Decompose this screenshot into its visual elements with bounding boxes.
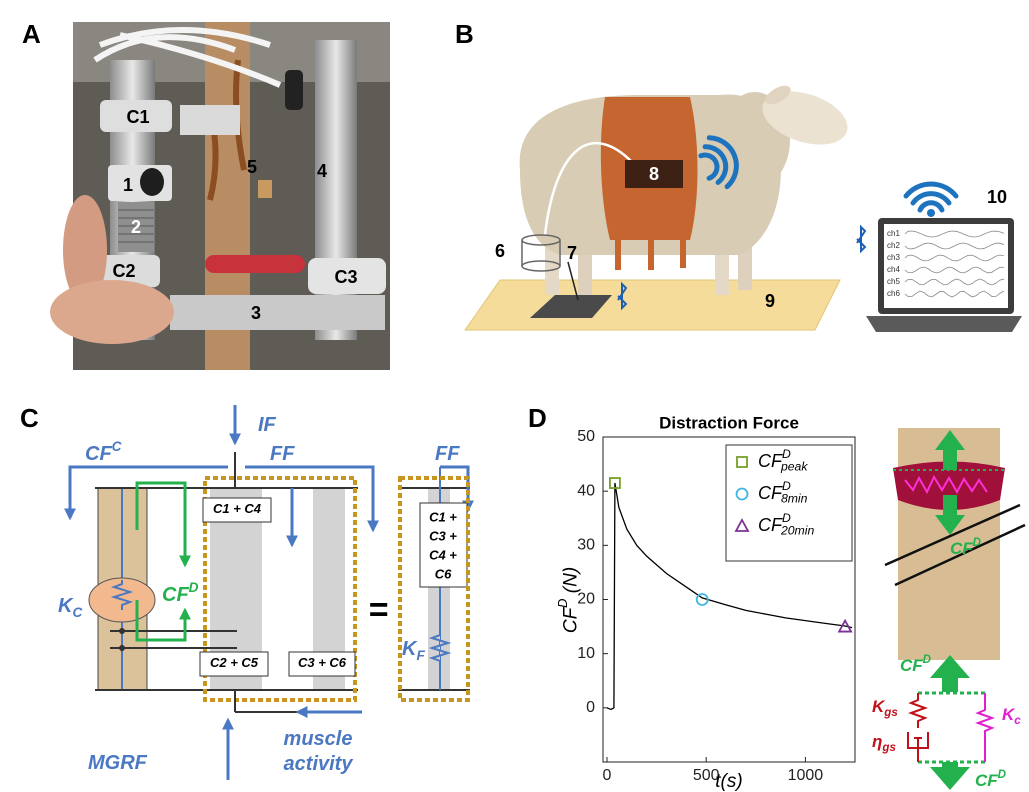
- model-label: FF: [270, 443, 295, 465]
- model-label: muscle: [284, 728, 353, 750]
- model-label: =: [368, 591, 388, 629]
- model-label: C3 + C6: [298, 655, 347, 670]
- photo-label: 3: [251, 303, 261, 323]
- stack-box-line: C1 +: [429, 509, 457, 524]
- x-axis-label-part: t(s): [715, 771, 742, 792]
- channel-label: ch2: [887, 241, 900, 250]
- photo-label: 4: [317, 161, 327, 181]
- model-label-part: D: [189, 580, 199, 595]
- x-axis-label: t(s): [715, 771, 742, 792]
- legend-label-part: CF: [758, 515, 783, 535]
- legend-label-part: peak: [780, 460, 808, 474]
- bone-label-part: D: [973, 537, 982, 549]
- legend-label-part: 20min: [780, 524, 815, 538]
- model-label: MGRF: [88, 752, 148, 774]
- model-label-part: muscle: [284, 728, 353, 750]
- y-axis-label-part: D: [555, 599, 570, 608]
- model-label-part: C1 + C4: [213, 501, 262, 516]
- model-label-part: MGRF: [88, 752, 148, 774]
- model-label-part: C3 + C6: [298, 655, 347, 670]
- model-label: IF: [258, 414, 277, 436]
- model-label-part: F: [416, 648, 425, 663]
- channel-label: ch3: [887, 253, 900, 262]
- stack-box-line: C6: [435, 566, 452, 581]
- photo-label: 1: [123, 175, 133, 195]
- model-label-part: C: [112, 439, 122, 454]
- stack-box-line: C4 +: [429, 547, 457, 562]
- model-label-part: FF: [270, 443, 295, 465]
- model-label: KC: [58, 595, 82, 619]
- bone-label-part: gs: [883, 707, 898, 719]
- panel-label: B: [455, 19, 474, 49]
- bone-label: CFD: [975, 769, 1007, 790]
- sheep-label: 9: [765, 291, 775, 311]
- x-tick-label: 1000: [788, 767, 824, 784]
- y-tick-label: 40: [577, 482, 595, 499]
- model-label-part: C2 + C5: [210, 655, 259, 670]
- photo-label: 5: [247, 157, 257, 177]
- legend-label-part: CF: [758, 483, 783, 503]
- sheep-label: 10: [987, 187, 1007, 207]
- bone-label: Kc: [1002, 705, 1021, 727]
- model-label: CFC: [85, 439, 122, 466]
- bone-label: CFD: [900, 654, 932, 675]
- photo-label: C1: [126, 107, 149, 127]
- sheep-label: 6: [495, 241, 505, 261]
- panel-label: A: [22, 19, 41, 49]
- photo-label: C3: [334, 267, 357, 287]
- model-label-part: IF: [258, 414, 277, 436]
- model-label-part: CF: [162, 584, 189, 606]
- bone-label-part: CF: [950, 539, 973, 558]
- legend-label-part: CF: [758, 451, 783, 471]
- channel-label: ch4: [887, 265, 900, 274]
- stack-box-line: C3 +: [429, 528, 457, 543]
- y-axis-label-part: (N): [561, 567, 582, 599]
- panel-label: D: [528, 403, 547, 433]
- bone-label: ηgs: [872, 732, 896, 754]
- model-label-part: activity: [284, 753, 354, 775]
- bone-label: Kgs: [872, 697, 898, 719]
- channel-label: ch6: [887, 289, 900, 298]
- panel-label: C: [20, 403, 39, 433]
- bone-label-part: gs: [881, 742, 896, 754]
- sheep-label: 8: [649, 164, 659, 184]
- y-axis-label-part: CF: [561, 606, 582, 633]
- model-label: activity: [284, 753, 354, 775]
- model-label: KF: [402, 638, 425, 662]
- model-label: FF: [435, 443, 460, 465]
- photo-label: C2: [112, 261, 135, 281]
- y-tick-label: 10: [577, 645, 595, 662]
- bone-label-part: CF: [975, 771, 998, 790]
- sheep-label: 7: [567, 243, 577, 263]
- photo: [50, 22, 390, 370]
- chart-title: Distraction Force: [659, 413, 799, 432]
- bone-label-part: η: [872, 732, 882, 751]
- bone-illustration: [885, 428, 1025, 790]
- photo-label: 2: [131, 217, 141, 237]
- legend-label-part: 8min: [781, 492, 808, 506]
- model-label-part: FF: [435, 443, 460, 465]
- y-tick-label: 50: [577, 428, 595, 445]
- y-tick-label: 30: [577, 537, 595, 554]
- bone-label-part: CF: [900, 656, 923, 675]
- model-label-part: =: [368, 591, 388, 629]
- figure: A B C D C1 1 5 4 2 C2 C3 3 6 7 8 9 10 ch1 ch2 ch3 ch4 ch5 ch6 I…: [0, 0, 1029, 792]
- channel-label: ch5: [887, 277, 900, 286]
- bone-label-part: D: [923, 654, 932, 666]
- model-label: CFD: [162, 580, 199, 607]
- x-tick-label: 0: [603, 767, 612, 784]
- model-label-part: C: [72, 605, 82, 620]
- y-tick-label: 0: [586, 699, 595, 716]
- sheep-illustration: [465, 82, 1022, 332]
- channel-label: ch1: [887, 229, 900, 238]
- model-label: C2 + C5: [210, 655, 259, 670]
- model-label: C1 + C4: [213, 501, 262, 516]
- model-label-part: CF: [85, 443, 112, 465]
- bone-label-part: c: [1014, 715, 1021, 727]
- bone-label-part: D: [998, 769, 1007, 781]
